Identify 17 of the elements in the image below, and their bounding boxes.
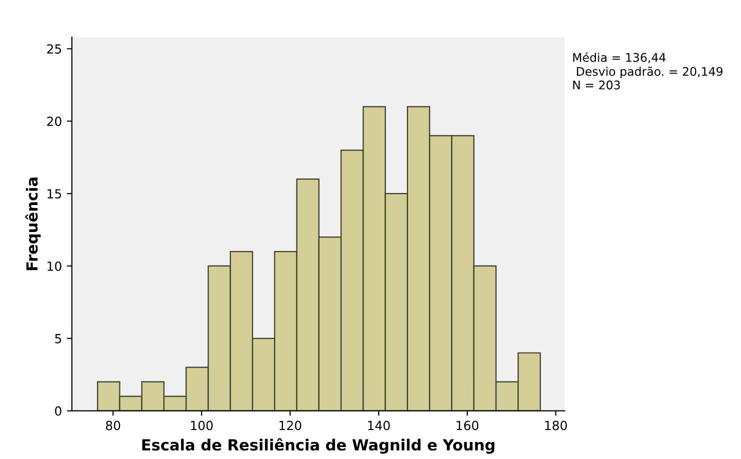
text: Desvio padrão. = 20,149 xyxy=(576,66,723,78)
x-tick-label: 100 xyxy=(191,420,213,430)
y-axis-title: Frequência xyxy=(25,178,41,270)
y-tick-label: 15 xyxy=(48,189,62,199)
x-tick-label: 180 xyxy=(545,420,567,430)
x-tick-label: 80 xyxy=(106,420,120,430)
text: N = 203 xyxy=(573,80,620,90)
x-axis-title: Escala de Resiliência de Wagnild e Young xyxy=(142,438,494,454)
text: Média = 136,44 xyxy=(573,52,666,64)
x-tick-label: 120 xyxy=(280,420,302,430)
y-tick-label: 5 xyxy=(55,334,62,344)
y-tick-label: 0 xyxy=(55,406,62,416)
y-tick-label: 25 xyxy=(47,44,62,54)
y-tick-label: 10 xyxy=(48,261,62,271)
x-tick-label: 140 xyxy=(368,420,390,430)
y-tick-label: 20 xyxy=(47,116,62,126)
x-tick-label: 160 xyxy=(456,420,478,430)
